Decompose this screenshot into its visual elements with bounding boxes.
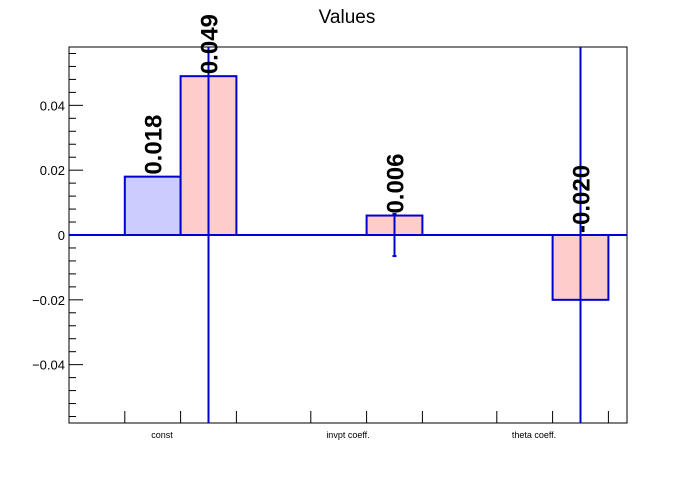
y-tick-label: 0.04 (40, 98, 65, 113)
data-label: 0.049 (197, 14, 224, 74)
chart-title: Values (319, 7, 376, 28)
y-tick-label: 0 (58, 228, 65, 243)
data-label: 0.006 (383, 153, 410, 213)
x-category-label: theta coeff. (512, 430, 556, 440)
x-category-label: const (151, 430, 173, 440)
x-category-label: invpt coeff. (326, 430, 369, 440)
y-tick-label: −0.02 (32, 293, 65, 308)
data-label: -0.020 (569, 165, 596, 233)
y-tick-label: 0.02 (40, 163, 65, 178)
data-label: 0.018 (141, 115, 168, 175)
bar (123, 175, 182, 236)
y-tick-label: −0.04 (32, 358, 65, 373)
chart-marks: −0.04 −0.02 0 0.02 0.04 0.018 0.049 0.006 -0.020… (32, 14, 627, 440)
